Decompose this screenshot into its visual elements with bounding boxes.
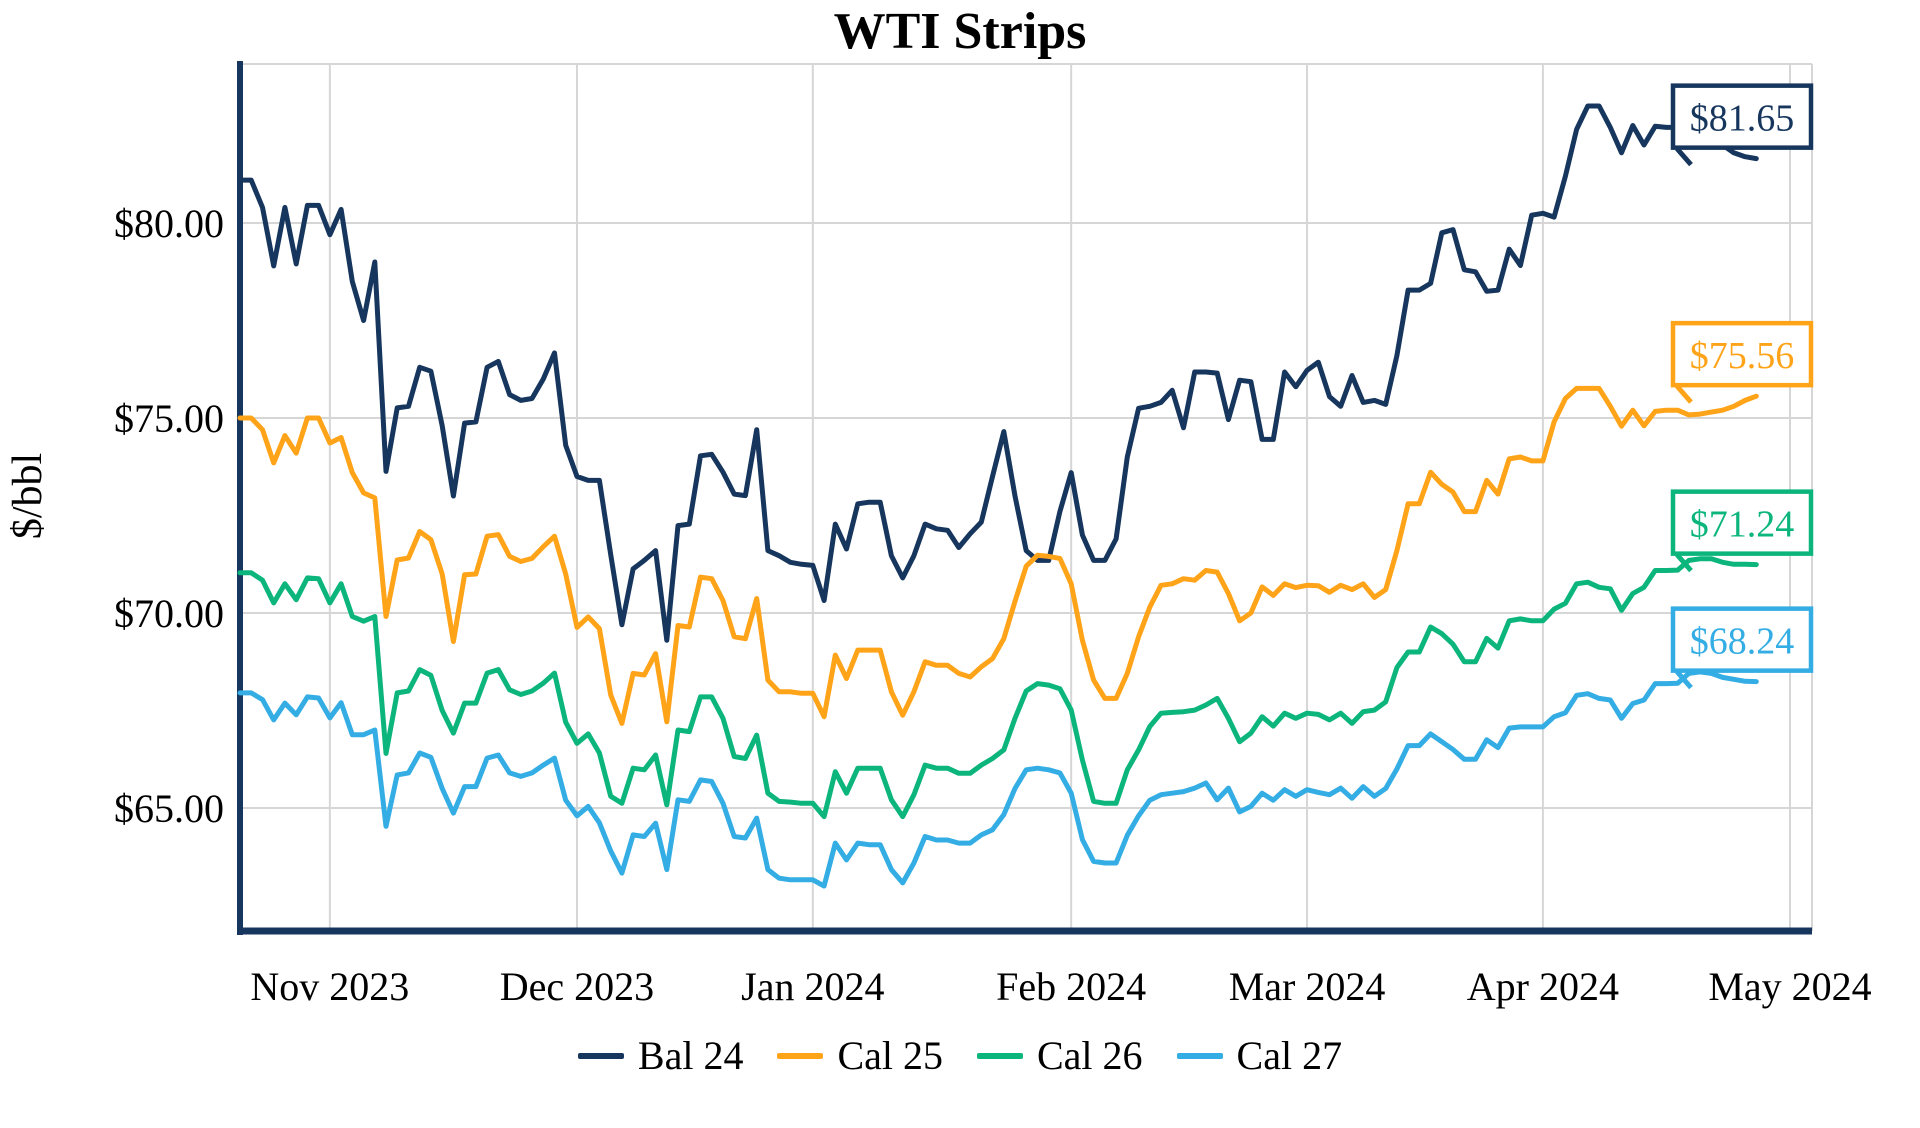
series-line-cal-26	[237, 556, 1759, 820]
y-tick-label: $80.00	[114, 201, 224, 246]
end-label-leader-cal-26	[1675, 552, 1693, 573]
end-label-box-cal-27	[1670, 606, 1814, 673]
end-label-leader-cal-27	[1675, 669, 1693, 690]
legend-swatch	[977, 1053, 1023, 1059]
legend-label: Bal 24	[637, 1033, 744, 1078]
end-label-text-cal-26: $71.24	[1690, 504, 1795, 546]
chart-title: WTI Strips	[833, 3, 1087, 60]
legend-label: Cal 27	[1236, 1033, 1343, 1078]
x-tick-label: Jan 2024	[741, 964, 884, 1009]
x-tick-label: Dec 2023	[500, 964, 654, 1009]
end-label-box-bal-24	[1670, 83, 1814, 150]
end-label-box-cal-25	[1670, 320, 1814, 388]
end-label-text-bal-24: $81.65	[1690, 98, 1795, 140]
y-tick-label: $75.00	[114, 396, 224, 441]
end-label-text-cal-27: $68.24	[1690, 621, 1795, 663]
legend-swatch	[777, 1053, 824, 1059]
chart-legend: Bal 24 Cal 25 Cal 26 Cal 27	[0, 1036, 1920, 1076]
x-tick-label: Feb 2024	[996, 964, 1146, 1009]
series-line-cal-27	[237, 669, 1759, 889]
legend-label: Cal 26	[1037, 1033, 1143, 1078]
y-tick-label: $65.00	[114, 786, 224, 831]
x-tick-label: Mar 2024	[1229, 964, 1386, 1009]
end-label-text-cal-25: $75.56	[1690, 335, 1795, 377]
x-tick-label: May 2024	[1708, 964, 1871, 1009]
legend-label: Cal 25	[837, 1033, 943, 1078]
legend-item-cal-25: Cal 25	[777, 1036, 943, 1076]
x-tick-label: Nov 2023	[250, 964, 409, 1009]
x-tick-label: Apr 2024	[1467, 964, 1619, 1009]
end-label-leader-cal-25	[1675, 384, 1693, 404]
legend-item-cal-27: Cal 27	[1176, 1033, 1343, 1078]
end-label-leader-bal-24	[1675, 147, 1693, 167]
series-line-cal-25	[237, 385, 1759, 726]
legend-item-cal-26: Cal 26	[977, 1036, 1143, 1076]
end-label-box-cal-26	[1670, 489, 1814, 556]
legend-swatch	[577, 1053, 624, 1059]
legend-item-bal-24: Bal 24	[577, 1033, 744, 1078]
y-tick-label: $70.00	[114, 591, 224, 636]
series-line-bal-24	[237, 103, 1759, 643]
legend-swatch	[1176, 1053, 1223, 1059]
